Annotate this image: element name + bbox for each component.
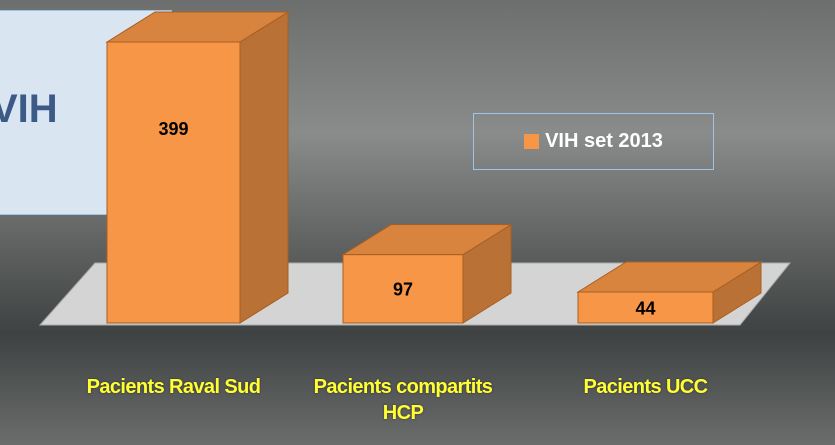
bar-front: [342, 254, 464, 324]
category-label: Pacients Raval Sud: [86, 376, 261, 398]
legend-swatch: [524, 134, 540, 149]
annotation: VIH: [0, 87, 58, 131]
bar: [105, 11, 290, 324]
bar-side: [239, 11, 289, 324]
bar-front: [577, 291, 714, 324]
value-label: 44: [635, 298, 655, 318]
category-label: Pacients compartits HCP: [313, 376, 493, 424]
bar-front: [106, 41, 241, 324]
legend-label: VIH set 2013: [545, 130, 663, 152]
legend: VIH set 2013: [473, 113, 714, 170]
value-label: 399: [158, 119, 188, 139]
bar: [576, 261, 763, 324]
bar: [341, 223, 513, 324]
value-label: 97: [393, 280, 413, 300]
category-label: Pacients UCC: [583, 376, 709, 398]
